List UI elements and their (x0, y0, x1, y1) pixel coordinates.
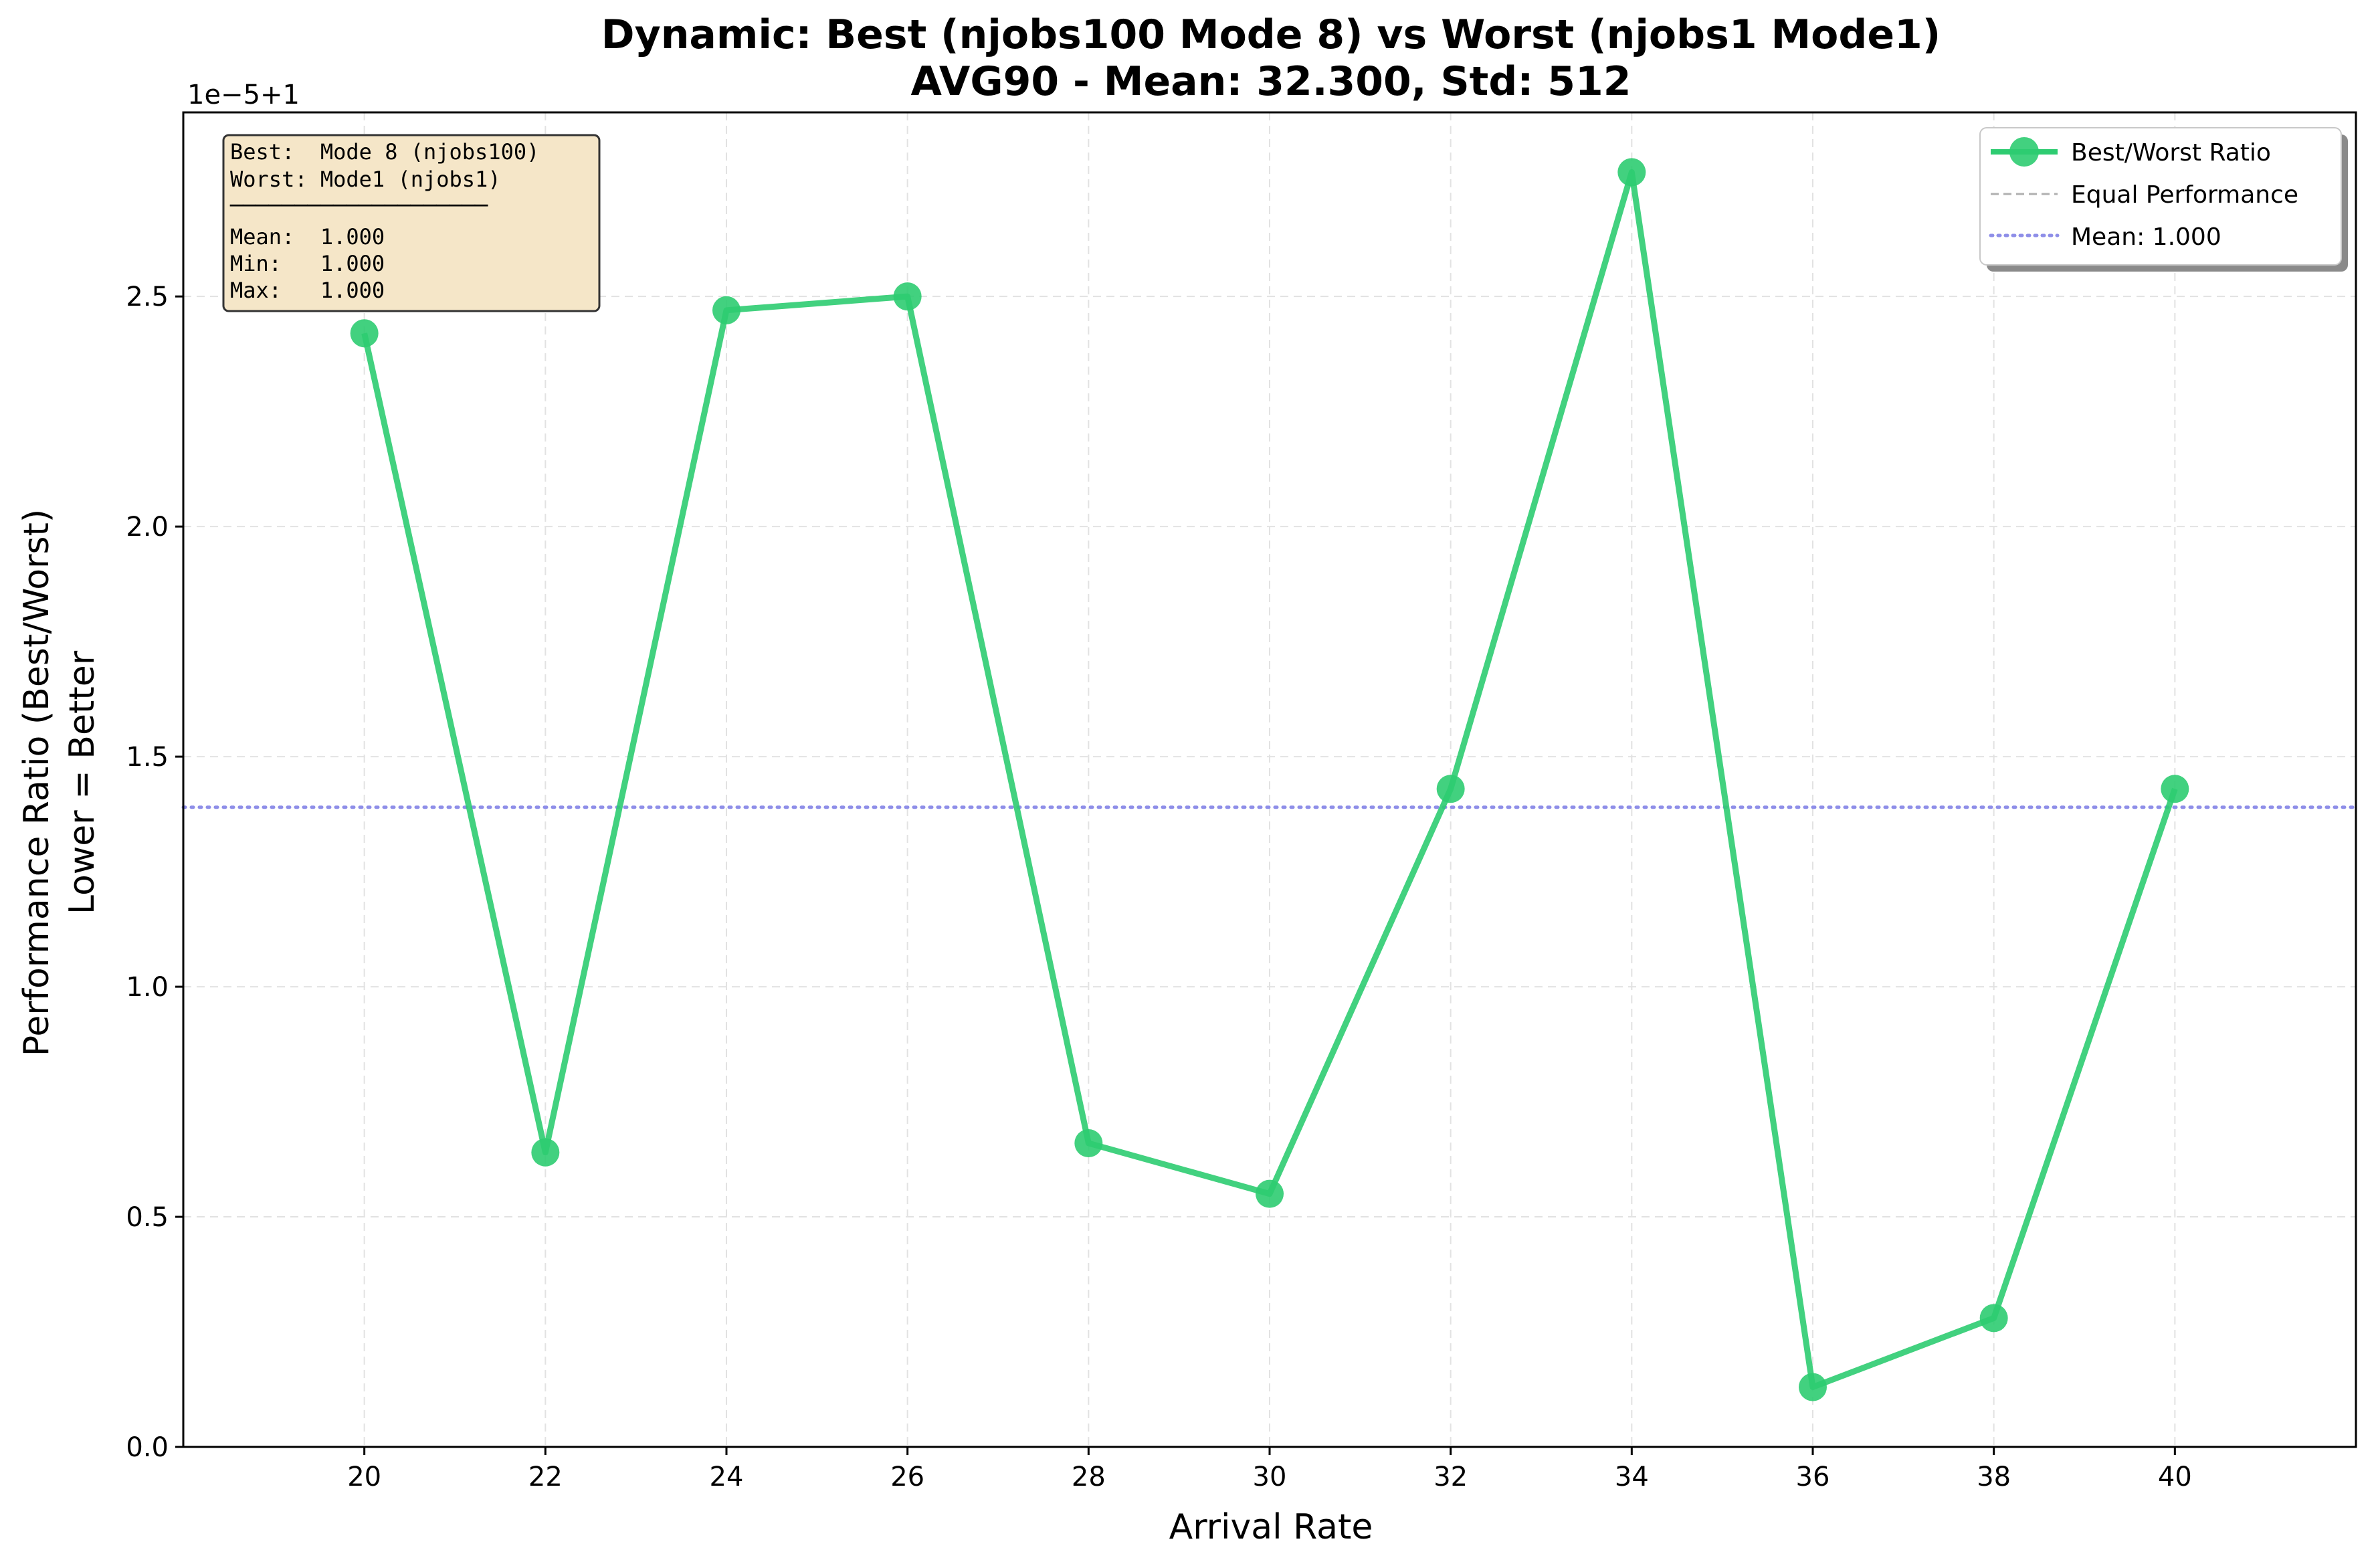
legend-label-equal: Equal Performance (2071, 181, 2298, 209)
data-point (1799, 1373, 1827, 1401)
y-tick-label: 1.0 (126, 972, 169, 1003)
stats-box: Best: Mode 8 (njobs100) Worst: Mode1 (nj… (222, 134, 601, 312)
data-point (1074, 1129, 1103, 1157)
data-point (893, 282, 922, 311)
data-point (531, 1138, 560, 1167)
stats-worst: Worst: Mode1 (njobs1) (230, 167, 501, 192)
y-tick-label: 1.5 (126, 742, 169, 773)
data-point (712, 296, 740, 324)
grid (183, 112, 2356, 1448)
y-ticks: 0.0 0.5 1.0 1.5 2.0 2.5 (126, 282, 183, 1463)
x-tick-label: 26 (890, 1462, 924, 1492)
series-layer (350, 158, 2189, 1401)
data-point (2161, 775, 2189, 803)
x-ticks: 20 22 24 26 28 30 32 34 36 38 40 (347, 1447, 2192, 1492)
data-point (1256, 1179, 1284, 1208)
x-tick-label: 32 (1433, 1462, 1468, 1492)
stats-min: Min: 1.000 (230, 251, 385, 276)
legend-background (1979, 127, 2342, 266)
stats-best: Best: Mode 8 (njobs100) (230, 139, 539, 165)
x-axis-label: Arrival Rate (1169, 1507, 1373, 1547)
y-axis-label-line2: Lower = Better (62, 650, 102, 914)
x-tick-label: 22 (528, 1462, 563, 1492)
x-tick-label: 30 (1253, 1462, 1287, 1492)
y-tick-label: 0.0 (126, 1432, 169, 1463)
y-tick-label: 0.5 (126, 1202, 169, 1233)
legend-label-mean: Mean: 1.000 (2071, 223, 2221, 251)
y-axis-label-line1: Performance Ratio (Best/Worst) (17, 509, 57, 1056)
data-point (350, 319, 379, 348)
chart-title-line1: Dynamic: Best (njobs100 Mode 8) vs Worst… (601, 11, 1941, 58)
stats-box-background (222, 134, 601, 312)
x-tick-label: 40 (2158, 1462, 2192, 1492)
legend: Best/Worst Ratio Equal Performance Mean:… (1979, 127, 2348, 272)
y-tick-label: 2.5 (126, 282, 169, 312)
x-tick-label: 38 (1977, 1462, 2011, 1492)
y-axis-offset-label: 1e−5+1 (187, 80, 300, 110)
x-tick-label: 24 (710, 1462, 744, 1492)
x-tick-label: 34 (1615, 1462, 1649, 1492)
x-tick-label: 36 (1796, 1462, 1830, 1492)
x-tick-label: 20 (347, 1462, 381, 1492)
data-point (1436, 775, 1465, 803)
legend-series-marker (2009, 137, 2039, 167)
stats-mean: Mean: 1.000 (230, 224, 385, 250)
data-point (1617, 158, 1646, 187)
data-point (1979, 1304, 2008, 1333)
stats-separator: ──────────────────── (229, 193, 488, 218)
stats-max: Max: 1.000 (230, 278, 385, 303)
x-tick-label: 28 (1072, 1462, 1106, 1492)
chart-title-line2: AVG90 - Mean: 32.300, Std: 512 (911, 58, 1631, 105)
legend-label-series: Best/Worst Ratio (2071, 139, 2271, 167)
y-tick-label: 2.0 (126, 512, 169, 543)
